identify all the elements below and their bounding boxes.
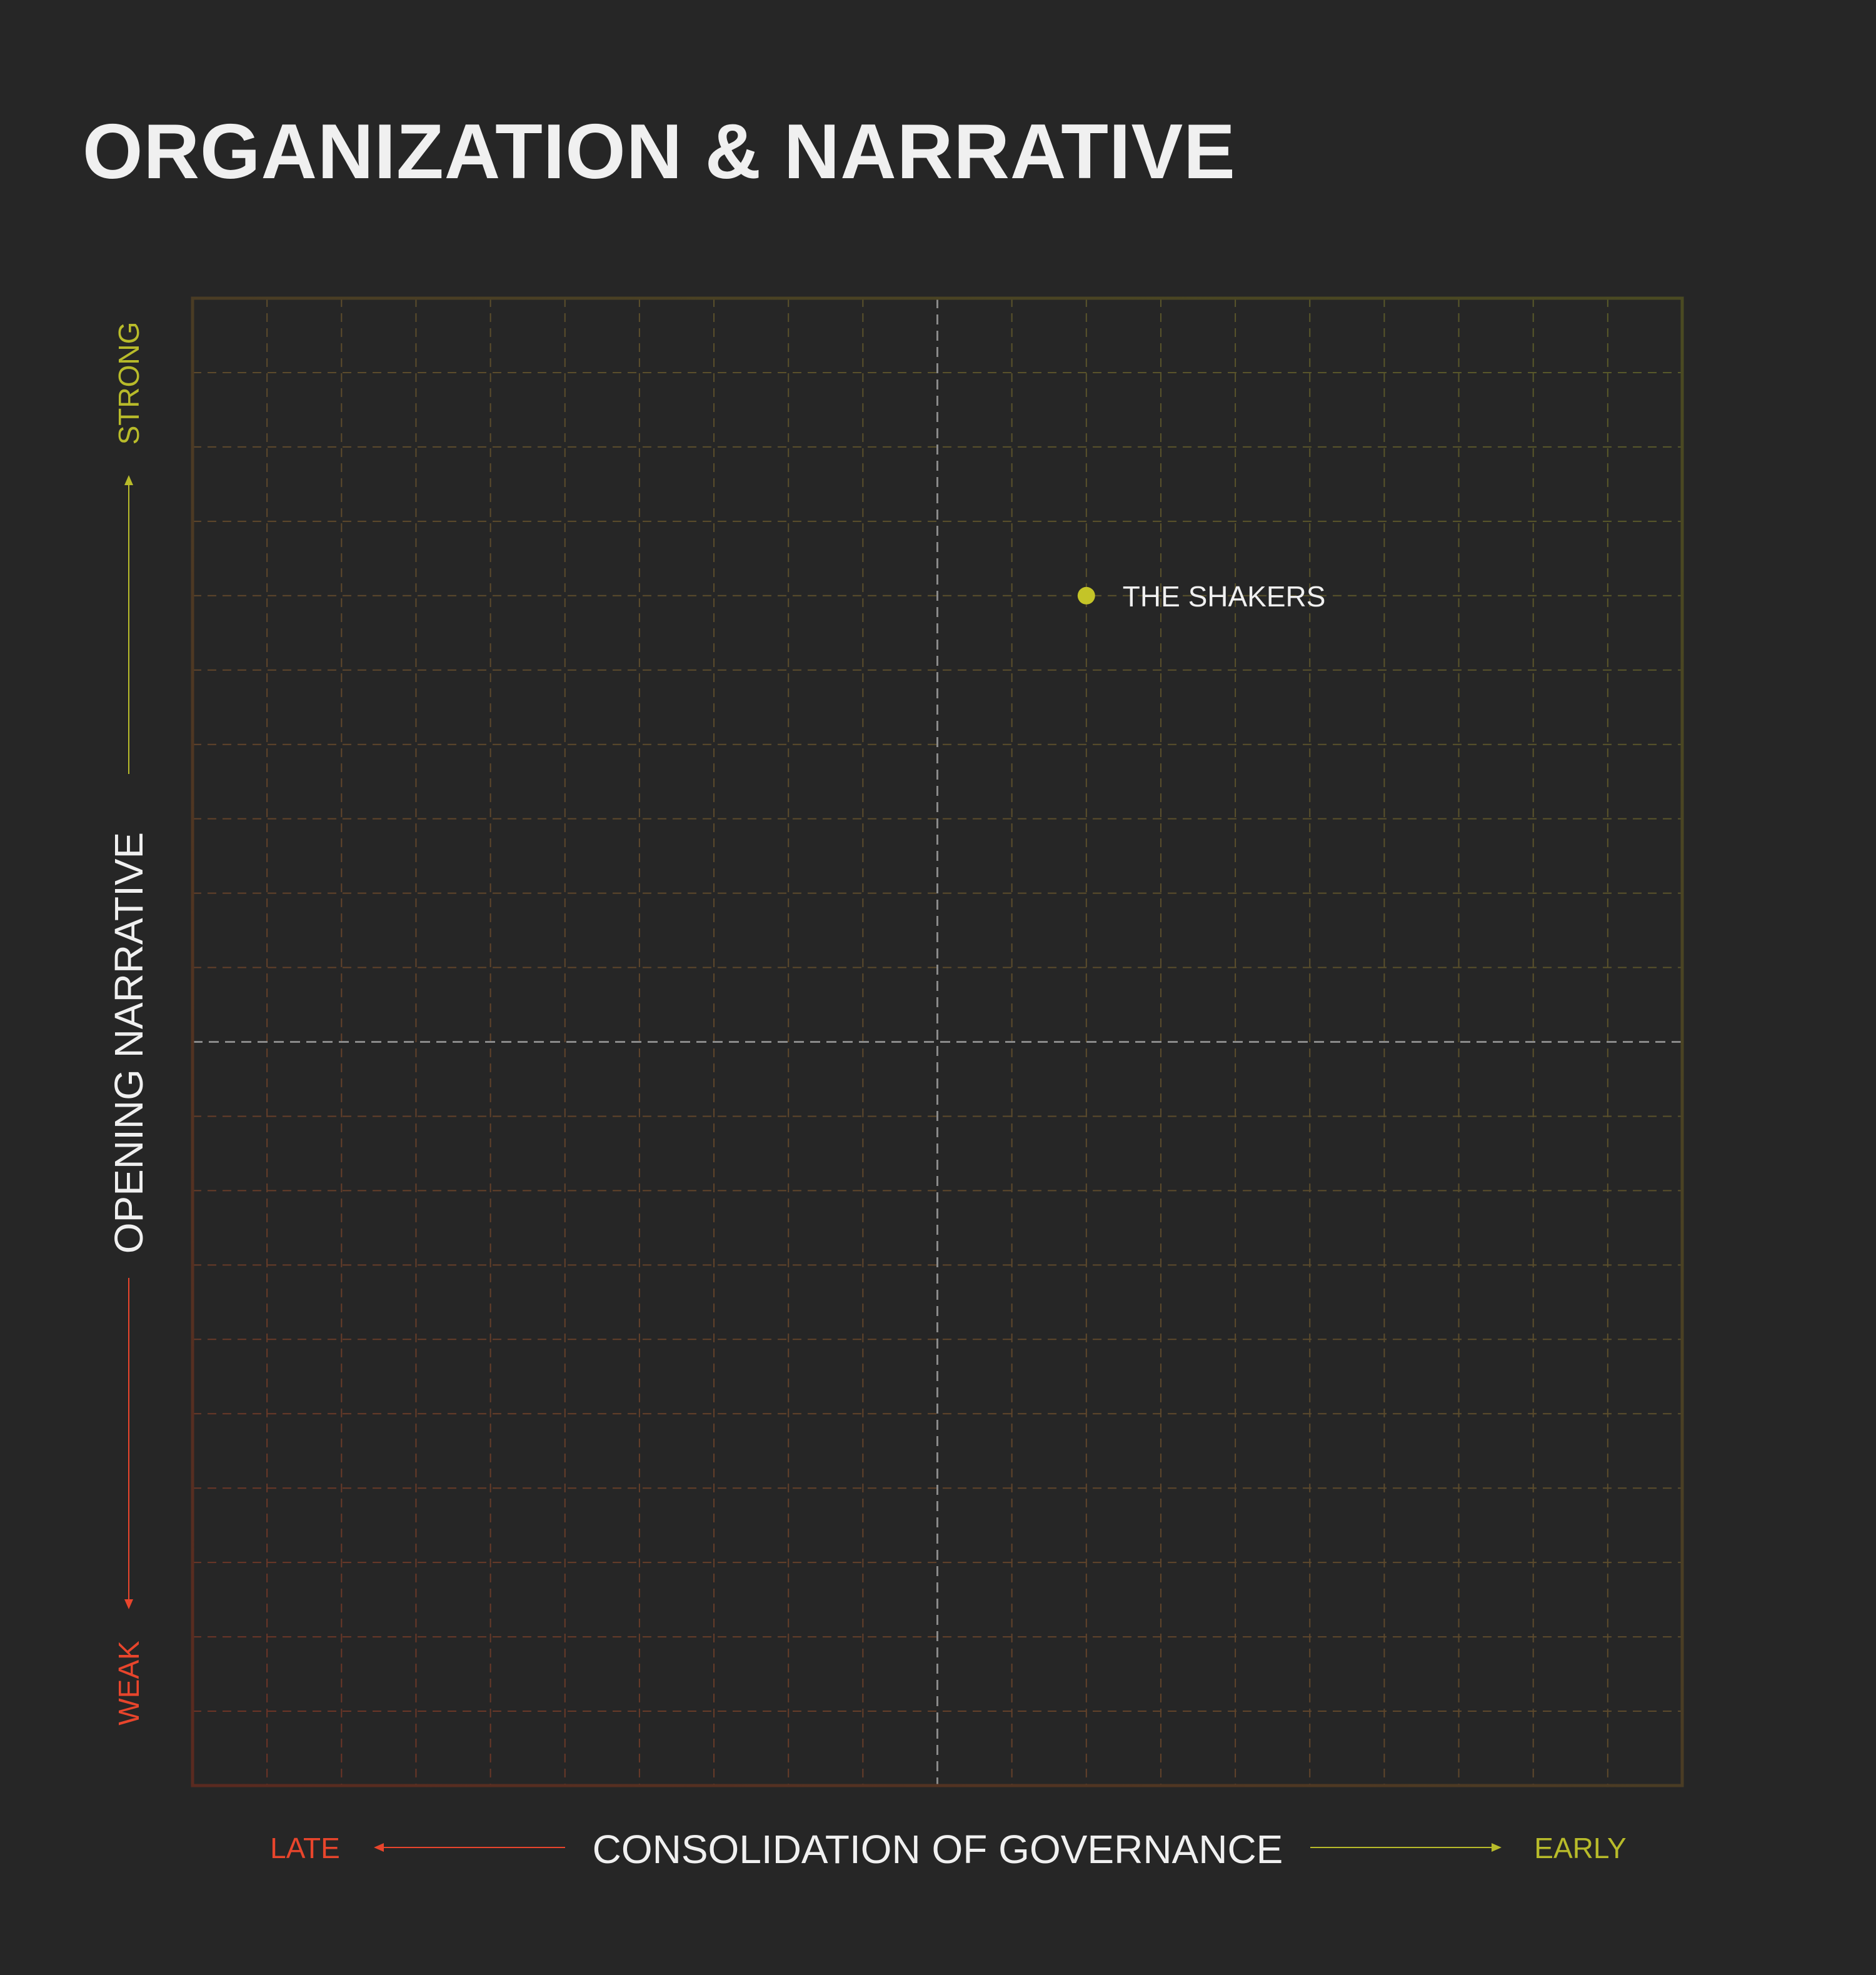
y-axis-title: OPENING NARRATIVE [106, 832, 151, 1254]
y-axis: STRONG OPENING NARRATIVE WEAK [106, 322, 151, 1726]
plot-frame [191, 296, 1684, 1787]
data-point [1077, 586, 1095, 605]
x-low-label: LATE [270, 1832, 340, 1864]
x-axis: LATE CONSOLIDATION OF GOVERNANCE EARLY [270, 1827, 1627, 1872]
y-low-label: WEAK [113, 1641, 145, 1726]
data-points: THE SHAKERS [1077, 580, 1326, 613]
x-arrow-right-head [1492, 1843, 1502, 1852]
grid [193, 298, 1682, 1786]
x-axis-title: CONSOLIDATION OF GOVERNANCE [593, 1827, 1283, 1872]
x-arrow-left-head [374, 1843, 384, 1852]
y-arrow-up-head [124, 475, 133, 485]
y-arrow-down-head [124, 1599, 133, 1609]
data-point-label: THE SHAKERS [1123, 580, 1326, 613]
chart-title: ORGANIZATION & NARRATIVE [83, 109, 1236, 195]
x-high-label: EARLY [1534, 1832, 1626, 1864]
y-high-label: STRONG [113, 322, 145, 445]
quadrant-dividers [193, 298, 1682, 1786]
